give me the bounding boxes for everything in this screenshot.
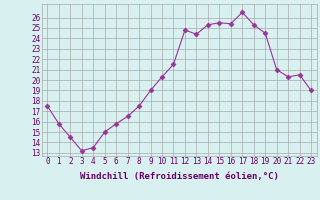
X-axis label: Windchill (Refroidissement éolien,°C): Windchill (Refroidissement éolien,°C)	[80, 172, 279, 181]
